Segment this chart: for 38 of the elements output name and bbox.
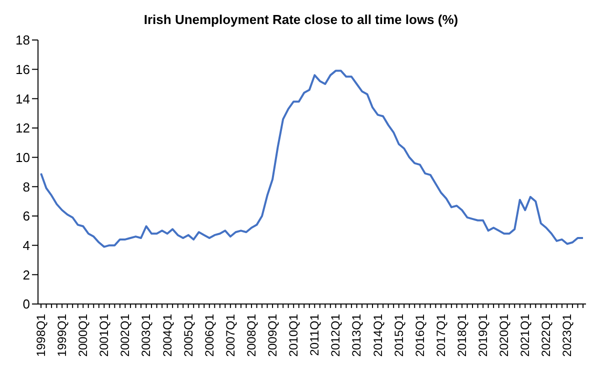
- x-tick-label: 2005Q1: [181, 314, 196, 357]
- x-tick-label: 2002Q1: [118, 314, 132, 357]
- x-tick-label: 2009Q1: [266, 314, 280, 357]
- x-tick-label: 2018Q1: [454, 314, 469, 357]
- x-tick-label: 2012Q1: [328, 314, 343, 357]
- x-tick-label: 2010Q1: [286, 314, 301, 357]
- x-tick-label: 2014Q1: [370, 314, 385, 357]
- y-tick-label: 14: [16, 91, 30, 106]
- x-tick-label: 2013Q1: [350, 314, 364, 357]
- x-tick-label: 2001Q1: [97, 314, 112, 357]
- y-tick-label: 2: [22, 267, 30, 282]
- x-tick-label: 2006Q1: [202, 314, 216, 357]
- y-tick-label: 8: [22, 179, 30, 194]
- y-tick-label: 12: [16, 120, 30, 136]
- x-tick-label: 2003Q1: [139, 314, 154, 357]
- x-tick-label: 2020Q1: [497, 314, 512, 357]
- x-tick-label: 2017Q1: [434, 314, 448, 357]
- x-tick-label: 2021Q1: [518, 314, 532, 357]
- x-tick-label: 1999Q1: [55, 314, 70, 357]
- x-tick-label: 1998Q1: [34, 314, 48, 357]
- x-tick-label: 2016Q1: [412, 314, 427, 357]
- y-tick-label: 10: [16, 150, 30, 165]
- x-tick-label: 2004Q1: [160, 314, 174, 357]
- y-tick-label: 4: [22, 238, 30, 253]
- y-tick-label: 6: [22, 208, 30, 224]
- y-tick-label: 18: [16, 32, 30, 48]
- x-tick-label: 2000Q1: [76, 314, 90, 357]
- x-tick-label: 2015Q1: [392, 314, 406, 357]
- chart-title: Irish Unemployment Rate close to all time lows (%): [142, 11, 460, 29]
- x-tick-label: 2011Q1: [308, 314, 322, 356]
- x-tick-label: 2019Q1: [476, 314, 490, 357]
- x-tick-label: 2023Q1: [560, 314, 574, 357]
- x-tick-label: 2008Q1: [244, 314, 258, 357]
- x-tick-label: 2007Q1: [223, 314, 238, 357]
- y-tick-label: 16: [16, 62, 30, 77]
- line-series: [40, 70, 584, 248]
- y-tick-label: 0: [22, 296, 30, 312]
- x-tick-label: 2022Q1: [539, 314, 554, 357]
